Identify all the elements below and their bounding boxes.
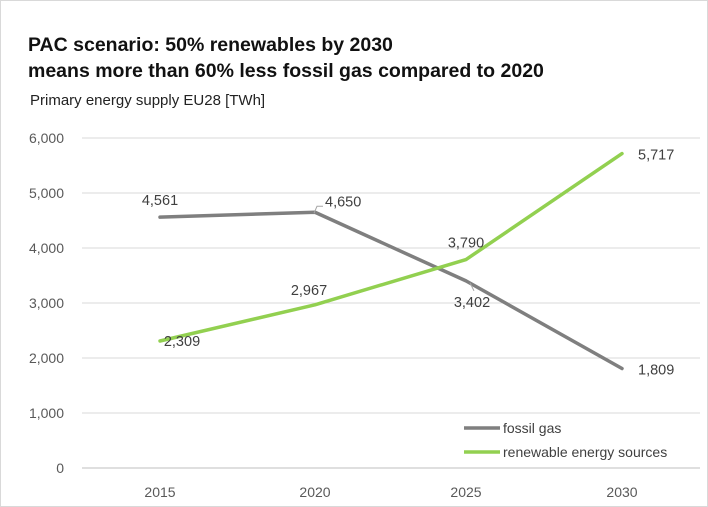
y-tick-label: 3,000 <box>29 295 64 311</box>
legend-label: renewable energy sources <box>503 444 667 460</box>
y-tick-label: 5,000 <box>29 185 64 201</box>
leader-line <box>469 282 475 292</box>
y-tick-label: 2,000 <box>29 350 64 366</box>
data-label: 2,967 <box>291 283 327 299</box>
x-tick-label: 2020 <box>299 484 330 500</box>
data-label: 3,402 <box>454 295 490 311</box>
series-line-fossil-gas <box>158 210 624 371</box>
y-tick-label: 6,000 <box>29 130 64 146</box>
data-label: 4,561 <box>142 193 178 209</box>
legend: fossil gas renewable energy sources <box>464 420 667 460</box>
data-label: 4,650 <box>325 194 361 210</box>
legend-label: fossil gas <box>503 420 561 436</box>
y-axis: 0 1,000 2,000 3,000 4,000 5,000 6,000 <box>29 130 64 476</box>
leader-line <box>313 205 323 214</box>
x-tick-label: 2015 <box>144 484 175 500</box>
data-label: 5,717 <box>638 148 674 164</box>
chart-title-line-1: PAC scenario: 50% renewables by 2030 <box>28 34 393 56</box>
chart-title-line-2: means more than 60% less fossil gas comp… <box>28 60 544 82</box>
y-tick-label: 4,000 <box>29 240 64 256</box>
chart-title: PAC scenario: 50% renewables by 2030 mea… <box>28 32 544 84</box>
data-label: 3,790 <box>448 236 484 252</box>
y-tick-label: 1,000 <box>29 405 64 421</box>
series-line-renewables <box>158 151 624 343</box>
gridlines <box>82 137 700 469</box>
data-label: 2,309 <box>164 334 200 350</box>
series <box>158 151 624 371</box>
x-tick-label: 2030 <box>606 484 637 500</box>
x-axis: 2015 2020 2025 2030 <box>144 484 637 500</box>
y-tick-label: 0 <box>56 460 64 476</box>
x-tick-label: 2025 <box>450 484 481 500</box>
data-labels: 4,561 4,650 3,402 1,809 2,309 2,967 3,790 5,717 <box>142 148 674 379</box>
chart-subtitle: Primary energy supply EU28 [TWh] <box>30 92 266 109</box>
data-label: 1,809 <box>638 363 674 379</box>
